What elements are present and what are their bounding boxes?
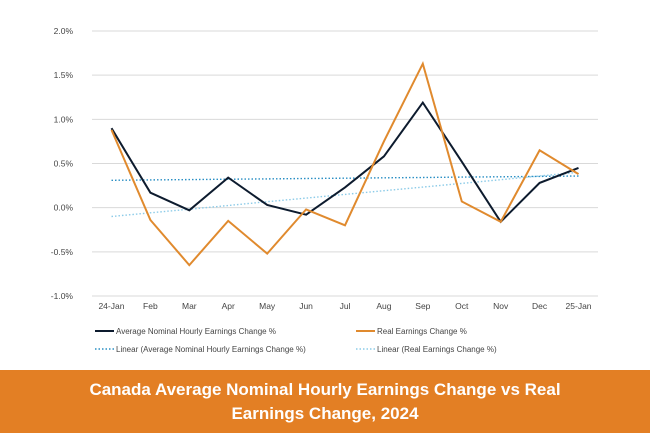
x-tick-label-0: 24-Jan: [98, 301, 124, 311]
y-tick-label-6: 2.0%: [54, 26, 74, 36]
y-tick-label-0: -1.0%: [51, 291, 74, 301]
x-tick-label-2: Mar: [182, 301, 197, 311]
chart-title-line-1: Canada Average Nominal Hourly Earnings C…: [89, 379, 561, 399]
chart-title-line-2: Earnings Change, 2024: [231, 403, 419, 423]
x-tick-label-8: Sep: [415, 301, 430, 311]
line-chart: -1.0% -0.5% 0.0% 0.5% 1.0% 1.5% 2.0% 24-Jan Feb M…: [51, 26, 598, 354]
x-tick-label-1: Feb: [143, 301, 158, 311]
x-tick-label-11: Dec: [532, 301, 548, 311]
x-tick-label-7: Aug: [376, 301, 391, 311]
x-tick-label-5: Jun: [299, 301, 313, 311]
x-tick-label-4: May: [259, 301, 276, 311]
chart-title: Canada Average Nominal Hourly Earnings C…: [65, 378, 585, 426]
y-tick-label-5: 1.5%: [54, 70, 74, 80]
x-tick-label-12: 25-Jan: [566, 301, 592, 311]
series-line-1: [110, 60, 580, 267]
x-tick-label-9: Oct: [455, 301, 469, 311]
x-tick-label-3: Apr: [222, 301, 235, 311]
y-tick-label-3: 0.5%: [54, 159, 74, 169]
series-line-2: [111, 175, 579, 181]
y-tick-label-2: 0.0%: [54, 203, 74, 213]
x-tick-label-6: Jul: [340, 301, 351, 311]
legend-label-2: Linear (Average Nominal Hourly Earnings …: [116, 345, 306, 354]
series-line-3: [111, 171, 579, 218]
y-tick-label-4: 1.0%: [54, 114, 74, 124]
legend-label-3: Linear (Real Earnings Change %): [377, 345, 497, 354]
chart-svg: -1.0% -0.5% 0.0% 0.5% 1.0% 1.5% 2.0% 24-Jan Feb M…: [51, 26, 598, 354]
legend-label-0: Average Nominal Hourly Earnings Change %: [116, 327, 276, 336]
y-tick-label-1: -0.5%: [51, 247, 74, 257]
title-banner: Canada Average Nominal Hourly Earnings C…: [0, 370, 650, 433]
x-tick-label-10: Nov: [493, 301, 509, 311]
series-line-0: [110, 100, 579, 224]
legend-label-1: Real Earnings Change %: [377, 327, 467, 336]
